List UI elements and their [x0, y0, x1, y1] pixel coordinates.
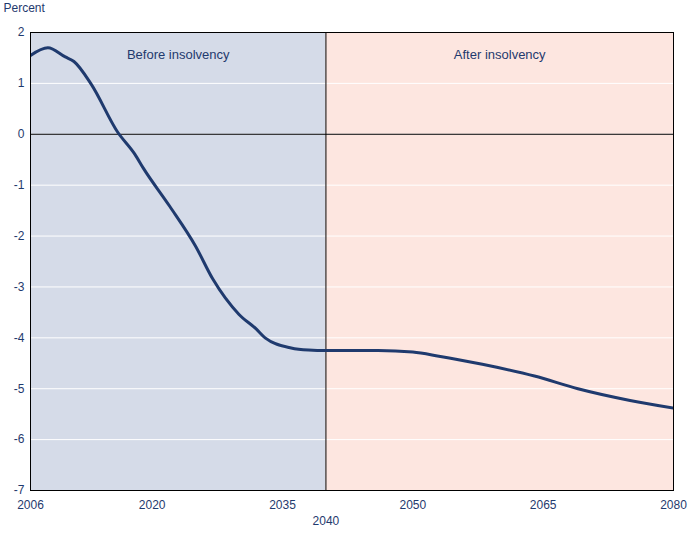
- svg-text:2035: 2035: [269, 498, 296, 512]
- svg-text:2065: 2065: [530, 498, 557, 512]
- svg-text:-7: -7: [14, 483, 25, 497]
- svg-text:-5: -5: [14, 382, 25, 396]
- svg-text:2080: 2080: [660, 498, 687, 512]
- svg-text:After insolvency: After insolvency: [454, 47, 546, 62]
- svg-text:-3: -3: [14, 280, 25, 294]
- svg-text:-6: -6: [14, 432, 25, 446]
- svg-text:0: 0: [18, 127, 25, 141]
- svg-text:Before insolvency: Before insolvency: [127, 47, 230, 62]
- svg-text:-4: -4: [14, 331, 25, 345]
- svg-text:Percent: Percent: [4, 1, 46, 15]
- svg-text:2: 2: [18, 25, 25, 39]
- svg-text:2050: 2050: [399, 498, 426, 512]
- svg-text:2020: 2020: [139, 498, 166, 512]
- svg-text:-1: -1: [14, 178, 25, 192]
- svg-text:2040: 2040: [313, 514, 340, 528]
- svg-text:-2: -2: [14, 229, 25, 243]
- svg-text:2006: 2006: [17, 498, 44, 512]
- svg-text:1: 1: [18, 76, 25, 90]
